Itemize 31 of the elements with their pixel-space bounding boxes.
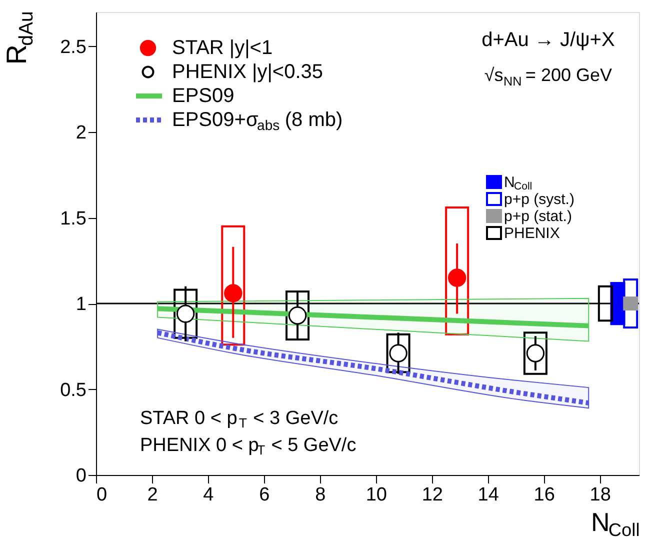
x-tick-label: 4 bbox=[203, 484, 214, 506]
x-tick-label: 10 bbox=[366, 484, 387, 506]
y-tick-label: 1.5 bbox=[60, 208, 86, 230]
x-tick-label: 6 bbox=[259, 484, 270, 506]
x-tick-label: 14 bbox=[478, 484, 500, 506]
y-tick-label: 0.5 bbox=[60, 380, 86, 401]
y-tick-label: 2.5 bbox=[60, 36, 86, 58]
x-tick-label: 12 bbox=[422, 484, 443, 506]
point bbox=[224, 284, 242, 302]
bar bbox=[623, 296, 638, 311]
legend-label: PHENIX bbox=[504, 225, 560, 242]
legend-label: EPS09 bbox=[172, 85, 234, 107]
annotation: d+Au → J/ψ+X bbox=[482, 29, 615, 51]
point bbox=[448, 268, 466, 287]
x-tick-label: 16 bbox=[534, 484, 555, 506]
bar bbox=[386, 333, 410, 374]
x-tick-label: 2 bbox=[147, 484, 158, 506]
x-tick-label: 0 bbox=[96, 484, 108, 506]
y-tick-label: 2 bbox=[76, 122, 86, 144]
bar bbox=[221, 225, 246, 346]
legend-label: p+p (syst.) bbox=[504, 191, 574, 208]
x-tick-label: 18 bbox=[590, 484, 611, 506]
bar bbox=[523, 332, 548, 375]
legend-label: STAR |y|<1 bbox=[172, 37, 273, 59]
y-axis-title: RdAu bbox=[1, 11, 38, 65]
x-tick-label: 8 bbox=[315, 484, 326, 506]
bar bbox=[445, 206, 470, 336]
y-tick-label: 0 bbox=[76, 466, 86, 486]
y-tick-label: 1 bbox=[76, 294, 86, 316]
legend-label: p+p (stat.) bbox=[504, 208, 572, 225]
legend-label: PHENIX |y|<0.35 bbox=[172, 61, 324, 83]
